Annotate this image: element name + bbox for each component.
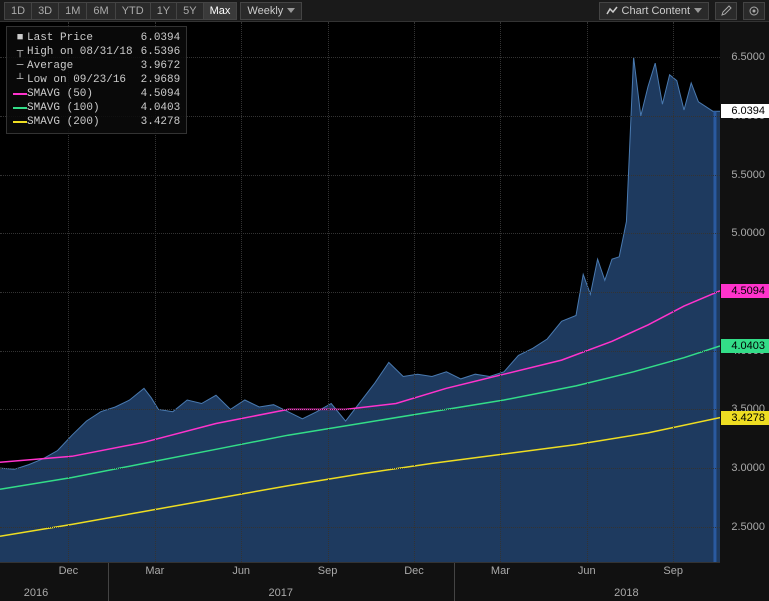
settings-button[interactable] [743,2,765,20]
chevron-down-icon [287,8,295,13]
x-tick-minor: Mar [491,565,510,577]
legend-low: ┴ Low on 09/23/16 2.9689 [13,73,180,87]
y-tick-label: 6.5000 [731,51,765,63]
x-tick-major: 2018 [614,587,638,599]
x-axis: Dec Mar Jun Sep Dec Mar Jun Sep 2016 2017 2018 [0,562,720,601]
timeframe-5y[interactable]: 5Y [176,2,203,20]
legend-box: ■ Last Price 6.0394 ┬ High on 08/31/18 6… [6,26,187,134]
timeframe-6m[interactable]: 6M [86,2,115,20]
timeframe-buttons: 1D3D1M6MYTD1Y5YMax [4,2,236,20]
x-tick-minor: Jun [578,565,596,577]
x-tick-minor: Dec [404,565,424,577]
x-tick-minor: Dec [59,565,79,577]
x-tick-minor: Jun [232,565,250,577]
chart-icon [606,6,618,16]
toolbar: 1D3D1M6MYTD1Y5YMax Weekly Chart Content [0,0,769,22]
legend-last-price: ■ Last Price 6.0394 [13,31,180,45]
y-tick-label: 5.5000 [731,169,765,181]
price-tag: 4.5094 [721,284,769,298]
x-tick-minor: Sep [318,565,338,577]
timeframe-1y[interactable]: 1Y [150,2,177,20]
legend-average: ─ Average 3.9672 [13,59,180,73]
timeframe-3d[interactable]: 3D [31,2,59,20]
price-tag: 6.0394 [721,104,769,118]
x-tick-major: 2017 [269,587,293,599]
period-label: Weekly [247,5,283,17]
legend-sma200: SMAVG (200) 3.4278 [13,115,180,129]
chevron-down-icon [694,8,702,13]
timeframe-1m[interactable]: 1M [58,2,87,20]
x-tick-minor: Mar [145,565,164,577]
gear-icon [748,5,760,17]
chart-content-label: Chart Content [622,5,690,17]
y-tick-label: 3.0000 [731,462,765,474]
timeframe-1d[interactable]: 1D [4,2,32,20]
legend-sma50: SMAVG (50) 4.5094 [13,87,180,101]
chart-content-button[interactable]: Chart Content [599,2,709,20]
y-tick-label: 5.0000 [731,227,765,239]
price-tag: 3.4278 [721,411,769,425]
legend-high: ┬ High on 08/31/18 6.5396 [13,45,180,59]
pencil-icon [720,5,732,17]
y-tick-label: 2.5000 [731,521,765,533]
price-tag: 4.0403 [721,339,769,353]
timeframe-ytd[interactable]: YTD [115,2,151,20]
legend-sma100: SMAVG (100) 4.0403 [13,101,180,115]
timeframe-max[interactable]: Max [203,2,238,20]
x-tick-major: 2016 [24,587,48,599]
period-select[interactable]: Weekly [240,2,302,20]
edit-button[interactable] [715,2,737,20]
x-tick-minor: Sep [663,565,683,577]
